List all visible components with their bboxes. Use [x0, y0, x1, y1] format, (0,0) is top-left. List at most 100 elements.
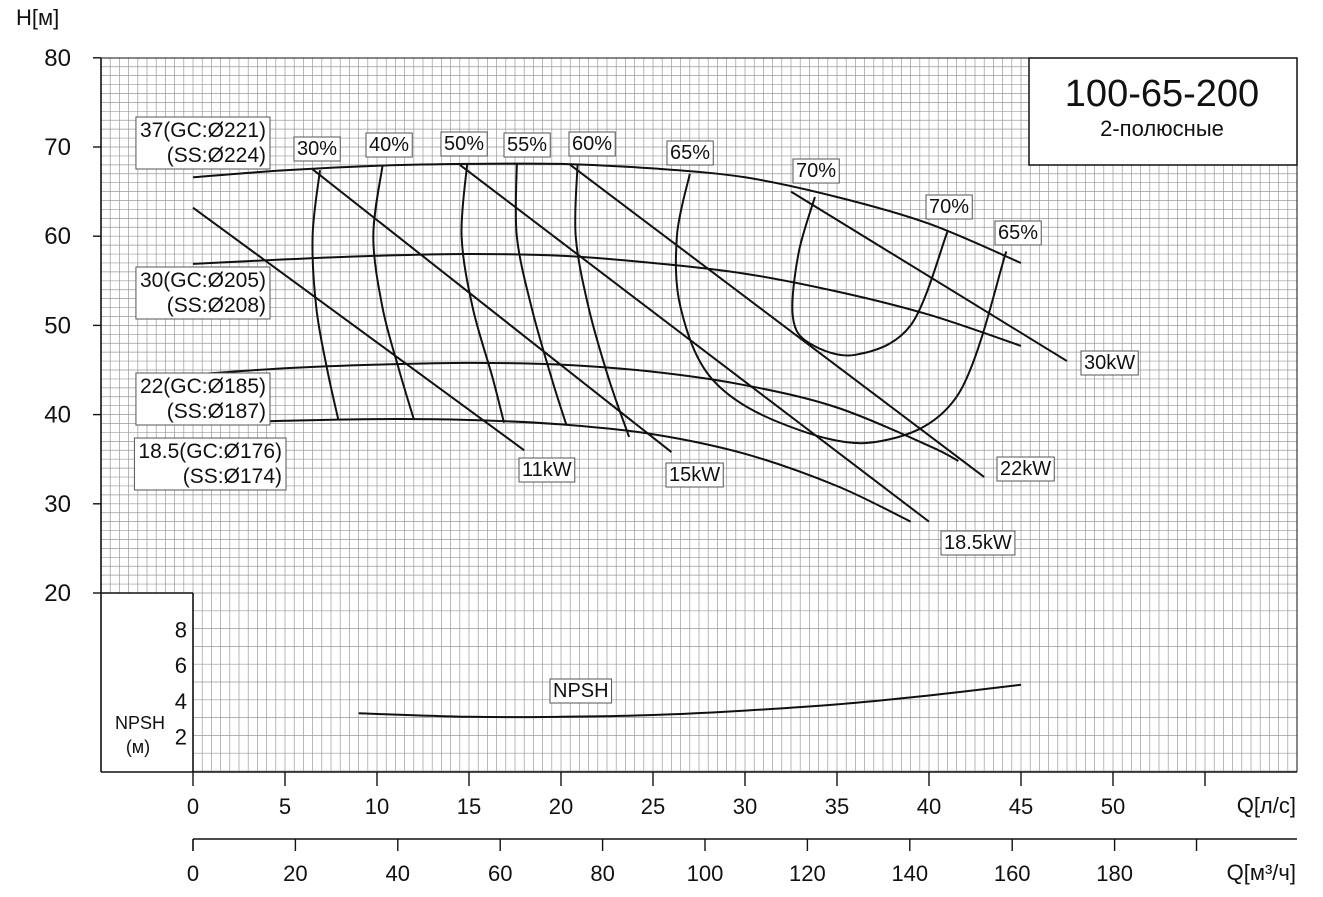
power-label-18.5kW-box — [940, 530, 1016, 556]
x-tick-label: 20 — [549, 794, 573, 819]
efficiency-tag-55pct-3-text: 55% — [507, 134, 547, 156]
power-label-11kW: 11kW — [518, 457, 576, 483]
efficiency-tag-40pct-1: 40% — [365, 132, 413, 158]
x-tick-label: 45 — [1009, 794, 1033, 819]
impeller-label-22: 22(GC:Ø185)(SS:Ø187) — [135, 372, 271, 426]
x2-tick-label: 0 — [187, 861, 199, 886]
power-label-11kW-box — [518, 457, 576, 483]
title-box: 100-65-200 2-полюсные — [1028, 57, 1298, 166]
y-tick-label: 60 — [44, 223, 71, 250]
y-tick-label: 30 — [44, 491, 71, 518]
x2-tick-label: 140 — [891, 861, 928, 886]
x-tick-label: 0 — [187, 794, 199, 819]
impeller-label-18-5-box — [133, 437, 287, 491]
efficiency-curve-50pct-2 — [460, 163, 505, 423]
power-line-11kW — [192, 206, 525, 452]
x-tick-label: 15 — [457, 794, 481, 819]
power-label-22kW: 22kW — [996, 456, 1055, 482]
x-tick-label: 5 — [279, 794, 291, 819]
x2-axis-label: Q[м³/ч] — [1227, 860, 1296, 885]
labels-layer: 37(GC:Ø221)(SS:Ø224) 30(GC:Ø205)(SS:Ø208)… — [133, 116, 1139, 704]
efficiency-tag-65pct-5-box — [666, 140, 714, 166]
efficiency-tag-65pct-8-text: 65% — [998, 222, 1038, 244]
power-line-18.5kW — [459, 164, 930, 523]
efficiency-tag-60pct-4-box — [568, 131, 616, 157]
efficiency-tag-40pct-1-box — [365, 132, 413, 158]
y-tick-label: 40 — [44, 402, 71, 429]
npsh-curve — [358, 683, 1022, 719]
efficiency-curve-40pct-1 — [372, 165, 415, 420]
impeller-label-22-line2: (SS:Ø187) — [167, 400, 266, 423]
impeller-label-22-line1: 22(GC:Ø185) — [140, 375, 266, 398]
efficiency-curve-60pct-4 — [574, 163, 631, 438]
efficiency-tag-70pct-7-box — [925, 194, 973, 220]
x-tick-label: 30 — [733, 794, 757, 819]
y-tick-label: 20 — [44, 580, 71, 607]
power-line-30kW — [790, 190, 1068, 362]
npsh-tick-label: 4 — [175, 689, 187, 714]
efficiency-curve-70pct-6 — [791, 196, 949, 357]
npsh-left-panel — [102, 594, 192, 771]
head-curve-22 — [192, 361, 959, 462]
efficiency-tag-65pct-8: 65% — [994, 220, 1042, 246]
power-line-22kW — [569, 164, 985, 478]
power-label-15kW: 15kW — [665, 462, 724, 488]
npsh-curve-label-box — [549, 678, 613, 704]
power-label-11kW-text: 11kW — [522, 459, 572, 481]
power-line-15kW — [311, 168, 673, 453]
impeller-label-30-line1: 30(GC:Ø205) — [140, 269, 266, 292]
efficiency-tag-30pct-0-box — [293, 136, 341, 162]
efficiency-tag-30pct-0-text: 30% — [297, 138, 337, 160]
head-curve-30 — [192, 252, 1022, 347]
npsh-axis-label: NPSH — [115, 713, 165, 733]
x-tick-label: 40 — [917, 794, 941, 819]
power-label-18.5kW-text: 18.5kW — [944, 532, 1012, 554]
efficiency-tag-70pct-6-box — [792, 158, 840, 184]
x2-tick-label: 80 — [590, 861, 614, 886]
x2-tick-label: 100 — [687, 861, 724, 886]
efficiency-tag-65pct-8-box — [994, 220, 1042, 246]
impeller-label-18-5-line2: (SS:Ø174) — [183, 465, 282, 488]
head-curve-37 — [192, 162, 1022, 264]
chart-title: 100-65-200 — [1065, 73, 1259, 115]
x-tick-label: 50 — [1101, 794, 1125, 819]
power-label-30kW-box — [1080, 350, 1139, 376]
impeller-label-37-box — [135, 116, 271, 170]
impeller-label-37: 37(GC:Ø221)(SS:Ø224) — [135, 116, 271, 170]
efficiency-curve-55pct-3 — [514, 163, 568, 426]
impeller-label-30-box — [135, 266, 271, 320]
npsh-tick-label: 8 — [175, 618, 187, 643]
efficiency-tag-70pct-7-text: 70% — [929, 196, 969, 218]
x-tick-label: 35 — [825, 794, 849, 819]
impeller-label-30-line2: (SS:Ø208) — [167, 294, 266, 317]
x-tick-label: 10 — [365, 794, 389, 819]
x-tick-label: 25 — [641, 794, 665, 819]
x2-tick-label: 120 — [789, 861, 826, 886]
x2-tick-label: 160 — [994, 861, 1031, 886]
chart-subtitle: 2-полюсные — [1100, 116, 1224, 141]
npsh-curve-label: NPSH — [549, 678, 613, 704]
impeller-label-37-line2: (SS:Ø224) — [167, 144, 266, 167]
power-label-30kW: 30kW — [1080, 350, 1139, 376]
efficiency-tag-40pct-1-text: 40% — [369, 134, 409, 156]
impeller-label-37-line1: 37(GC:Ø221) — [140, 119, 266, 142]
power-label-30kW-text: 30kW — [1084, 352, 1135, 374]
y-tick-label: 70 — [44, 134, 71, 161]
impeller-label-30: 30(GC:Ø205)(SS:Ø208) — [135, 266, 271, 320]
efficiency-tag-60pct-4-text: 60% — [572, 133, 612, 155]
head-curve-18.5 — [192, 418, 912, 523]
npsh-curve-label-text: NPSH — [553, 680, 609, 702]
efficiency-curve-30pct-0 — [311, 170, 340, 421]
efficiency-tag-70pct-6: 70% — [792, 158, 840, 184]
curves-layer — [192, 162, 1068, 719]
y-tick-label: 80 — [44, 45, 71, 72]
npsh-tick-label: 2 — [175, 724, 187, 749]
npsh-tick-label: 6 — [175, 653, 187, 678]
efficiency-tag-50pct-2-box — [440, 131, 488, 157]
power-label-15kW-box — [665, 462, 724, 488]
efficiency-tag-50pct-2-text: 50% — [444, 133, 484, 155]
efficiency-tag-65pct-5: 65% — [666, 140, 714, 166]
efficiency-tag-50pct-2: 50% — [440, 131, 488, 157]
